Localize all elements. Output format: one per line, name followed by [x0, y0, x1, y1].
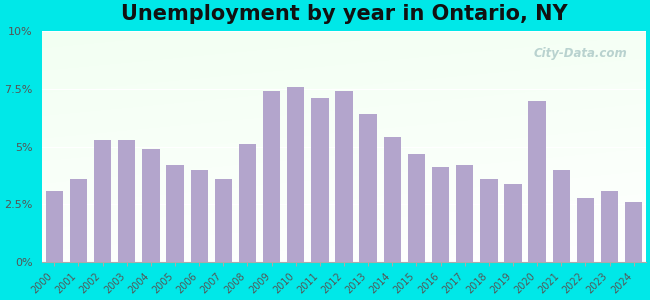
- Bar: [239, 144, 256, 262]
- Bar: [335, 91, 353, 262]
- Bar: [166, 165, 184, 262]
- Bar: [118, 140, 135, 262]
- Bar: [456, 165, 473, 262]
- Bar: [214, 179, 232, 262]
- Bar: [142, 149, 160, 262]
- Bar: [46, 190, 63, 262]
- Bar: [190, 170, 208, 262]
- Bar: [263, 91, 280, 262]
- Bar: [384, 137, 401, 262]
- Bar: [625, 202, 642, 262]
- Bar: [552, 170, 570, 262]
- Title: Unemployment by year in Ontario, NY: Unemployment by year in Ontario, NY: [121, 4, 567, 24]
- Bar: [311, 98, 329, 262]
- Bar: [528, 100, 546, 262]
- Bar: [408, 154, 425, 262]
- Bar: [287, 87, 304, 262]
- Bar: [577, 197, 594, 262]
- Bar: [480, 179, 498, 262]
- Bar: [359, 114, 377, 262]
- Bar: [504, 184, 522, 262]
- Text: City-Data.com: City-Data.com: [534, 47, 628, 60]
- Bar: [70, 179, 87, 262]
- Bar: [432, 167, 449, 262]
- Bar: [601, 190, 618, 262]
- Bar: [94, 140, 111, 262]
